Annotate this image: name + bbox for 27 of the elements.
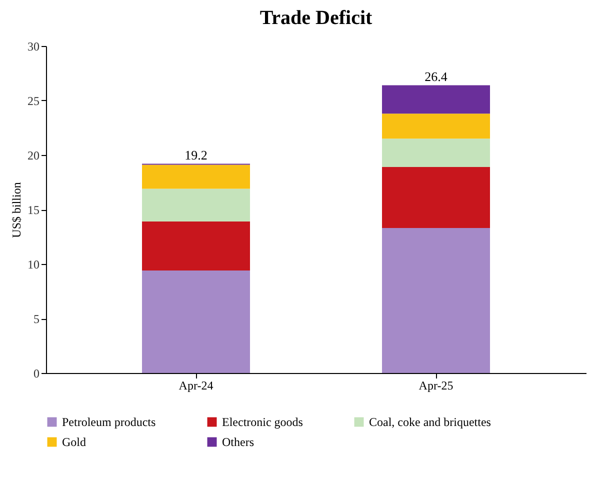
bar xyxy=(382,166,490,228)
bar xyxy=(142,270,250,373)
bar xyxy=(382,138,490,167)
total-label: 19.2 xyxy=(184,148,208,163)
bar xyxy=(382,228,490,373)
legend-label: Coal, coke and briquettes xyxy=(369,415,492,429)
y-tick-label: 0 xyxy=(34,366,40,380)
y-tick-label: 20 xyxy=(28,148,40,162)
legend-label: Gold xyxy=(62,435,86,449)
legend-label: Electronic goods xyxy=(222,415,304,429)
y-tick-label: 15 xyxy=(28,203,40,217)
y-tick-label: 5 xyxy=(34,312,40,326)
y-tick-label: 30 xyxy=(28,40,40,54)
x-tick-label: Apr-25 xyxy=(418,378,454,392)
y-tick-label: 10 xyxy=(28,258,40,272)
bar xyxy=(142,164,250,189)
y-axis-title: US$ billion xyxy=(10,182,24,238)
legend-label: Others xyxy=(222,435,254,449)
x-tick-label: Apr-24 xyxy=(178,378,214,392)
bar xyxy=(382,85,490,114)
y-tick-label: 25 xyxy=(28,94,40,108)
total-label: 26.4 xyxy=(424,69,448,84)
chart-title: Trade Deficit xyxy=(260,7,373,29)
bar xyxy=(142,188,250,222)
bar xyxy=(382,114,490,139)
legend-label: Petroleum products xyxy=(62,415,156,429)
bar xyxy=(142,221,250,271)
